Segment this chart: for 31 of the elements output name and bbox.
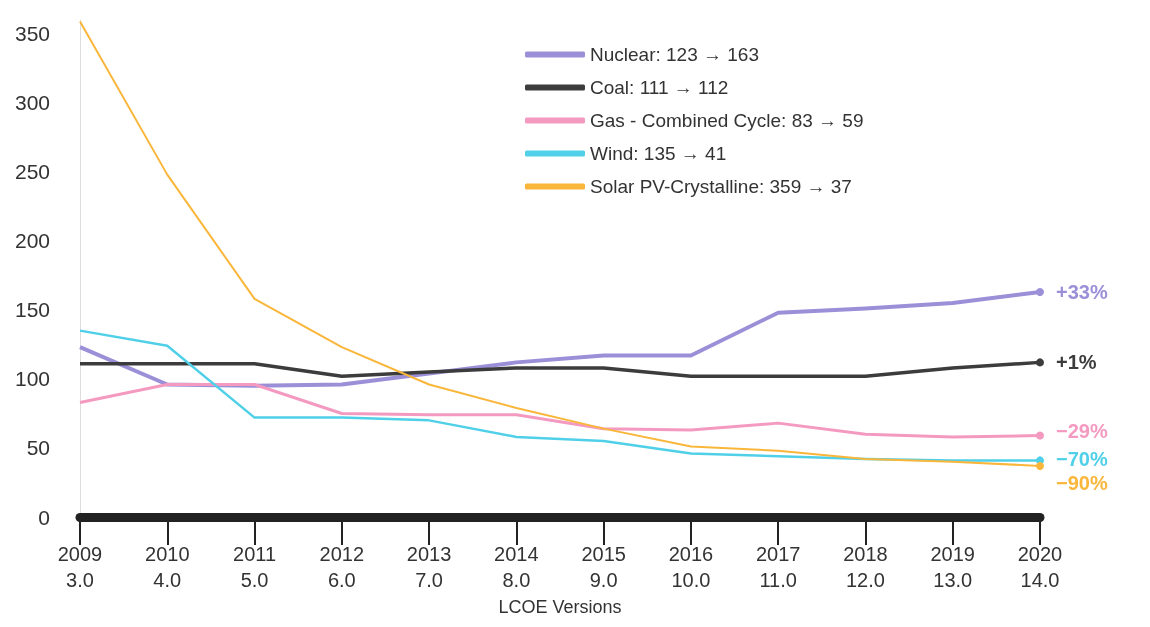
x-tick-label: 2016 10.0 (668, 543, 714, 591)
x-tick-label: 2010 4.0 (145, 543, 190, 591)
x-tick-label: 2018 12.0 (843, 543, 888, 591)
y-tick-label: 250 (14, 160, 50, 184)
legend-label: Gas - Combined Cycle: 83 → 59 (590, 110, 864, 131)
y-tick-label: 200 (14, 229, 50, 253)
x-tick-label: 2009 3.0 (57, 543, 103, 591)
x-tick-label: 2020 14.0 (1017, 543, 1063, 591)
x-tick-label: 2017 11.0 (755, 543, 801, 591)
x-tick-label: 2012 6.0 (319, 543, 365, 591)
y-tick-label: 150 (14, 298, 50, 322)
annotation: +33% (1056, 280, 1108, 303)
annotation: +1% (1056, 351, 1097, 374)
x-tick-label: 2011 5.0 (233, 543, 277, 591)
legend-label: Solar PV-Crystalline: 359 → 37 (590, 176, 852, 197)
annotation: −29% (1056, 420, 1108, 443)
legend-label: Wind: 135 → 41 (590, 143, 727, 164)
y-tick-label: 350 (14, 22, 50, 46)
legend-label: Coal: 111 → 112 (590, 77, 729, 98)
annotation: −90% (1056, 472, 1108, 495)
annotation: −70% (1056, 448, 1108, 471)
y-tick-label: 50 (26, 436, 50, 460)
y-tick-label: 0 (38, 505, 50, 529)
x-tick-label: 2019 13.0 (930, 543, 975, 591)
x-tick-label: 2015 9.0 (581, 543, 626, 591)
x-tick-label: 2013 7.0 (406, 543, 452, 591)
y-tick-label: 100 (14, 367, 50, 391)
y-tick-label: 300 (14, 91, 50, 115)
x-tick-label: 2014 8.0 (494, 543, 539, 591)
legend-label: Nuclear: 123 → 163 (590, 44, 759, 65)
x-axis-title: LCOE Versions (498, 596, 622, 617)
